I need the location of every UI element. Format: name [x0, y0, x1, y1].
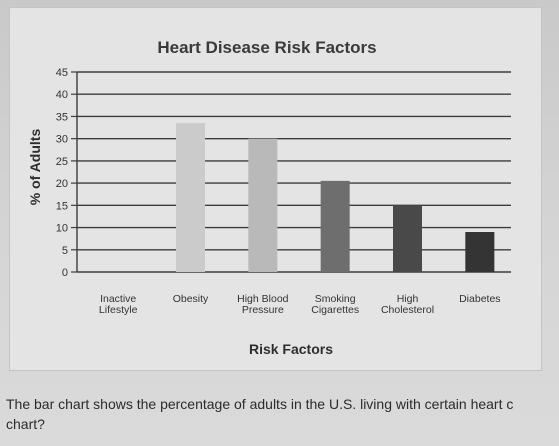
chart-title: Heart Disease Risk Factors — [157, 38, 376, 57]
y-tick-label: 40 — [56, 89, 68, 101]
x-axis-title: Risk Factors — [249, 341, 333, 357]
x-category-label: Diabetes — [459, 293, 500, 305]
bar — [320, 180, 350, 272]
bar — [465, 232, 495, 272]
y-axis-title: % of Adults — [27, 129, 43, 206]
chart-panel: Heart Disease Risk Factors % of Adults Ris… — [10, 8, 541, 370]
y-tick-label: 10 — [56, 223, 68, 235]
question-caption: The bar chart shows the percentage of ad… — [6, 394, 559, 434]
x-category-label: Cholesterol — [381, 304, 434, 316]
y-tick-label: 45 — [56, 67, 68, 79]
x-category-label: Inactive — [100, 293, 136, 305]
y-tick-label: 20 — [56, 178, 68, 190]
x-category-label: High — [397, 293, 419, 305]
x-category-label: High Blood — [237, 293, 289, 305]
y-tick-label: 0 — [62, 267, 68, 279]
y-tick-label: 30 — [56, 134, 68, 146]
bar — [248, 138, 278, 272]
bar — [176, 123, 205, 272]
x-category-label: Lifestyle — [99, 304, 138, 316]
y-tick-label: 15 — [56, 200, 68, 212]
y-tick-label: 25 — [56, 156, 68, 168]
x-category-label: Pressure — [242, 304, 284, 316]
x-category-label: Obesity — [173, 293, 209, 305]
x-category-label: Smoking — [315, 293, 356, 305]
bar-chart: Heart Disease Risk Factors % of Adults Ris… — [27, 38, 511, 357]
caption-line-1: The bar chart shows the percentage of ad… — [6, 396, 514, 412]
caption-line-2: chart? — [6, 416, 45, 432]
x-category-label: Cigarettes — [311, 304, 359, 316]
y-tick-label: 35 — [56, 111, 68, 123]
y-tick-label: 5 — [62, 245, 68, 257]
bar — [393, 205, 422, 272]
